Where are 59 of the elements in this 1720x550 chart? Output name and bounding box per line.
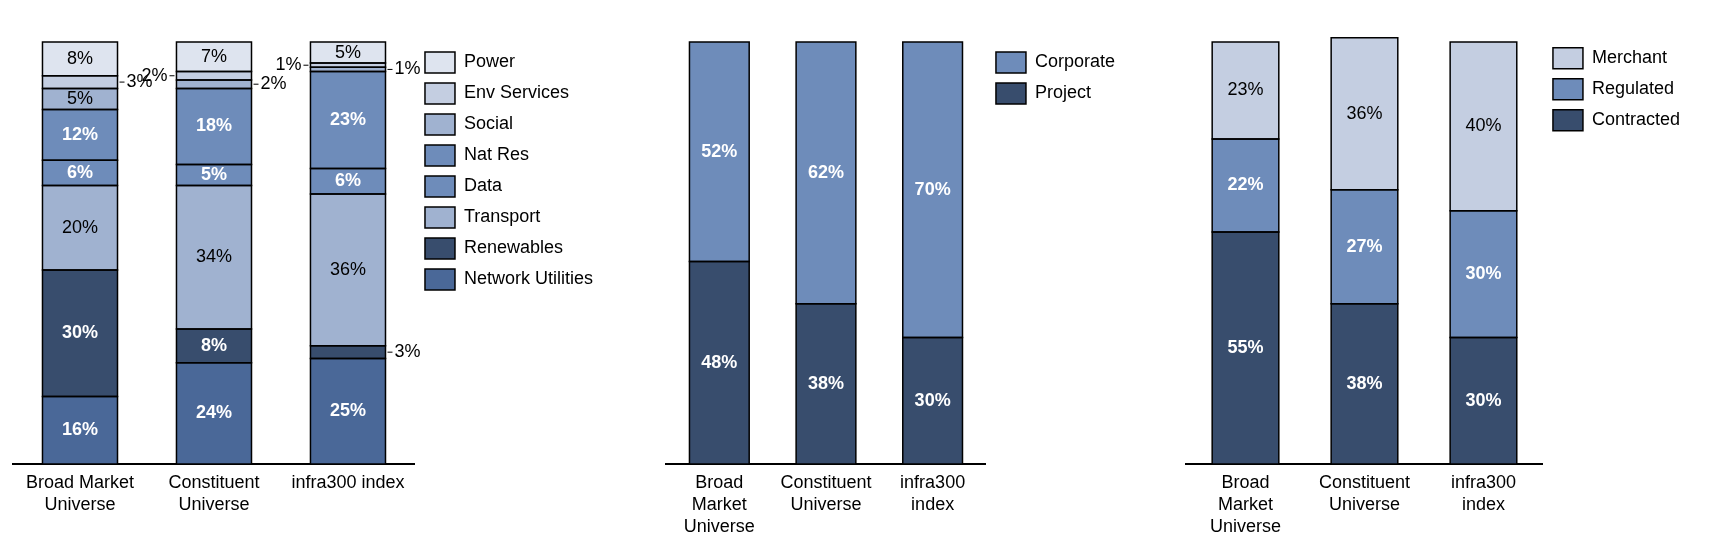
x-tick-label: infra300 index [291,471,405,492]
data-label: 8% [66,47,93,68]
data-label: 8% [200,334,227,355]
data-label: 34% [195,246,232,267]
data-label: 20% [61,216,99,237]
legend-label: Transport [463,206,541,227]
data-label: 38% [1346,372,1383,393]
data-label: 30% [1465,389,1502,410]
data-label: 30% [914,389,951,410]
legend-label: Merchant [1591,47,1667,68]
data-label: 1% [275,54,302,75]
x-tick-label: Constituent Universe [1318,471,1411,514]
data-label: 30% [61,322,99,343]
data-label: 5% [66,87,93,108]
legend-label: Social [463,113,514,134]
x-tick-label: infra300 index [900,471,966,514]
x-tick-label: Broad Market Universe [25,471,135,514]
data-label: 24% [195,402,232,423]
data-label: 16% [61,419,99,440]
data-label: 12% [61,123,99,144]
data-label: 2% [260,73,287,94]
data-label: 5% [334,41,361,62]
legend-label: Power [463,51,516,72]
data-label: 30% [1465,263,1502,284]
x-tick-label: Broad Market Universe [1209,471,1282,536]
legend-label: Project [1034,82,1091,103]
data-label: 6% [334,170,361,191]
legend-label: Network Utilities [463,268,594,289]
data-label: 5% [200,163,227,184]
data-label: 23% [1227,79,1264,100]
x-tick-label: Broad Market Universe [683,471,755,536]
data-label: 38% [807,372,844,393]
legend-label: Data [463,175,503,196]
data-label: 23% [329,109,366,130]
data-label: 62% [807,161,844,182]
data-label: 25% [329,400,366,421]
data-label: 55% [1227,336,1264,357]
data-label: 7% [200,45,227,66]
data-label: 52% [701,140,738,161]
data-label: 1% [394,58,421,79]
x-tick-label: infra300 index [1450,471,1516,514]
legend-label: Corporate [1034,51,1115,72]
data-label: 27% [1346,235,1383,256]
data-label: 18% [195,115,232,136]
legend-label: Regulated [1591,78,1675,99]
data-label: 48% [701,351,738,372]
data-label: 36% [1346,102,1383,123]
data-label: 40% [1465,115,1502,136]
data-label: 6% [66,161,93,182]
data-label: 36% [329,258,366,279]
data-label: 3% [394,341,421,362]
legend-label: Contracted [1591,109,1681,130]
data-label: 70% [914,178,951,199]
x-tick-label: Constituent Universe [168,471,260,514]
legend-label: Nat Res [463,144,530,165]
legend-label: Env Services [463,82,570,103]
legend-label: Renewables [463,237,564,258]
data-label: 22% [1227,174,1264,195]
x-tick-label: Constituent Universe [780,471,872,514]
